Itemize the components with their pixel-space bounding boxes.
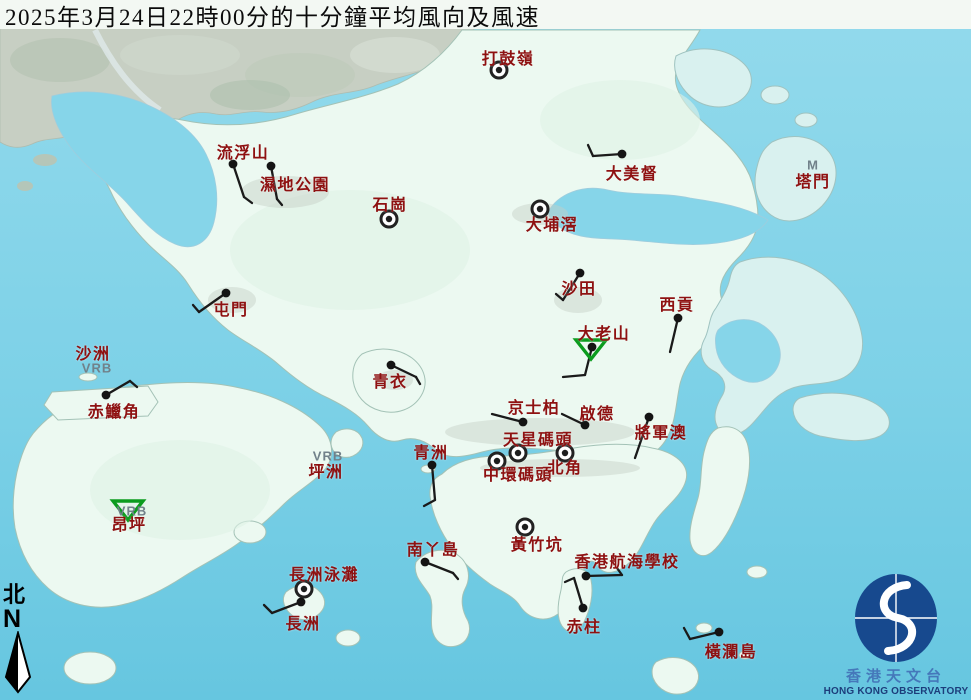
station-label-tates-cairn[interactable]: 大老山 [577,326,631,343]
station-label-chek-lap-kok[interactable]: 赤鱲角 [87,404,141,421]
po-toi-island [651,656,699,695]
station-label-tuen-mun[interactable]: 屯門 [213,302,249,319]
station-label-shek-kong[interactable]: 石崗 [372,197,408,214]
high-island [792,392,890,442]
wind-barb-wetland-park[interactable] [266,161,284,207]
hko-logo-icon [855,574,937,662]
station-label-sai-kung[interactable]: 西貢 [659,297,695,314]
vrb-text-sha-chau: VRB [81,360,113,376]
wind-barb-lamma-island[interactable] [420,557,460,581]
compass-north-letter: N [3,605,22,633]
calm-symbol-star-ferry-pier[interactable] [508,443,528,463]
wind-barb-waglan-island[interactable] [682,626,724,641]
lamma-island-shape [414,549,470,648]
station-label-stanley[interactable]: 赤柱 [566,619,602,636]
vrb-triangle-ngong-ping [109,499,147,523]
tsing-yi-island [352,348,426,413]
calm-symbol-shek-kong[interactable] [379,209,399,229]
wind-barb-kings-park[interactable] [490,412,528,427]
station-label-sha-chau[interactable]: 沙洲 [75,346,111,363]
wind-barb-cheung-chau[interactable] [262,597,306,615]
calm-symbol-cheung-chau-beach[interactable] [294,579,314,599]
station-label-wong-chuk-hang[interactable]: 黃竹坑 [510,537,564,554]
wind-barb-tuen-mun[interactable] [191,288,231,314]
wind-barb-green-island[interactable] [422,460,437,508]
station-label-tsing-yi[interactable]: 青衣 [372,374,408,391]
peng-chau-island [330,428,364,458]
station-label-hk-sea-school[interactable]: 香港航海學校 [574,554,680,571]
station-label-ngong-ping[interactable]: 昂坪 [111,517,147,534]
station-label-cheung-chau[interactable]: 長洲 [285,616,321,633]
station-label-tap-mun[interactable]: 塔門 [795,174,831,191]
calm-symbol-central-pier[interactable] [487,451,507,471]
north-arrow-icon [4,629,32,694]
vrb-text-ngong-ping: VRB [116,503,148,519]
station-label-ta-kwu-ling[interactable]: 打鼓嶺 [481,51,535,68]
station-label-peng-chau[interactable]: 坪洲 [308,464,344,481]
wind-barb-sha-tin[interactable] [554,268,585,302]
station-label-star-ferry-pier[interactable]: 天星碼頭 [502,432,574,449]
wind-barb-lau-fau-shan[interactable] [228,159,254,205]
wind-barb-chek-lap-kok[interactable] [101,379,139,400]
compass-north-chinese: 北 [3,582,26,607]
wind-barb-tates-cairn[interactable] [561,342,597,379]
deep-bay [51,91,218,248]
calm-symbol-ta-kwu-ling[interactable] [489,60,509,80]
station-label-tai-mei-tuk[interactable]: 大美督 [605,166,659,183]
maintenance-mark-tap-mun: M [807,157,819,173]
vrb-text-peng-chau: VRB [312,448,344,464]
station-label-north-point[interactable]: 北角 [547,460,583,477]
station-label-cheung-chau-beach[interactable]: 長洲泳灘 [288,567,360,584]
station-label-kai-tak[interactable]: 啟德 [579,406,615,423]
page-title: 2025年3月24日22時00分的十分鐘平均風向及風速 [5,4,540,30]
station-label-tai-po-kau[interactable]: 大埔滘 [525,217,579,234]
station-label-waglan-island[interactable]: 橫瀾島 [704,644,758,661]
north-compass: 北 N [3,584,39,700]
wind-barb-tseung-kwan-o[interactable] [633,412,654,460]
airport-island [43,385,159,421]
station-label-sha-tin[interactable]: 沙田 [561,281,597,298]
station-label-lau-fau-shan[interactable]: 流浮山 [216,145,270,162]
hko-logo-chinese: 香港天文台 [845,668,946,685]
station-label-green-island[interactable]: 青洲 [413,445,449,462]
station-label-tseung-kwan-o[interactable]: 將軍澳 [634,425,688,442]
station-label-wetland-park[interactable]: 濕地公園 [259,177,331,194]
calm-symbol-wong-chuk-hang[interactable] [515,517,535,537]
calm-symbol-north-point[interactable] [555,443,575,463]
station-label-central-pier[interactable]: 中環碼頭 [482,467,554,484]
vrb-triangle-tates-cairn [572,338,610,362]
port-shelter [715,319,781,383]
wind-barb-kai-tak[interactable] [560,412,590,430]
wind-barb-hk-sea-school[interactable] [581,566,624,581]
calm-symbol-tai-po-kau[interactable] [530,199,550,219]
hko-logo: 香港天文台 HONG KONG OBSERVATORY [823,572,969,698]
tolo-harbour [547,187,769,245]
wind-barb-tsing-yi[interactable] [386,360,422,386]
wind-barb-sai-kung[interactable] [668,313,683,354]
title-bar: 2025年3月24日22時00分的十分鐘平均風向及風速 [0,0,971,30]
tap-mun-island [754,136,837,222]
clear-water-bay-peninsula [689,426,751,556]
hko-logo-english: HONG KONG OBSERVATORY [823,686,969,697]
northeast-islands [674,48,752,108]
station-label-kings-park[interactable]: 京士柏 [507,400,561,417]
station-label-lamma-island[interactable]: 南丫島 [406,542,460,559]
wind-barb-tai-mei-tuk[interactable] [586,143,627,159]
wind-barb-stanley[interactable] [563,576,588,613]
